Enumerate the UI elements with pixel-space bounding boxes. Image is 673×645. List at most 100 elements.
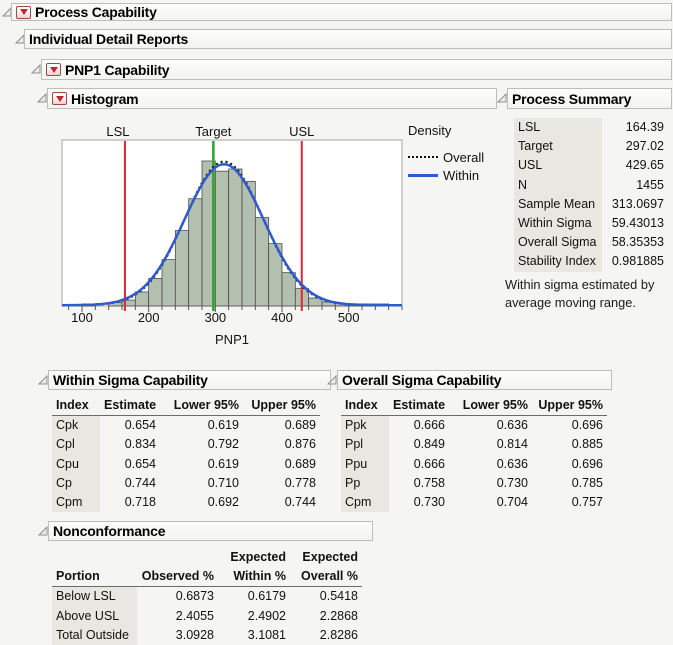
table-cell: 59.43013 [611,215,664,230]
histogram-bar [134,291,150,307]
legend-item-overall: Overall [408,148,484,166]
table-row: Sample Mean 313.0697 [514,194,668,214]
table-row: Index Estimate Lower 95% Upper 95% [341,396,607,417]
table-row: Pp 0.758 0.730 0.785 [341,473,607,493]
outline-header-process-capability[interactable]: Process Capability [11,3,672,21]
outline-header-histogram[interactable]: Histogram [47,88,497,109]
outline-header-individual-detail-reports[interactable]: Individual Detail Reports [24,29,672,49]
table-cell: Expected [230,550,286,564]
red-triangle-menu-icon[interactable] [52,92,67,105]
outline-header-within-sigma-capability[interactable]: Within Sigma Capability [48,370,331,390]
table-cell: 2.2868 [319,608,358,623]
table-cell: Cpl [52,435,100,455]
table-cell: 0.666 [413,456,445,471]
outline-header-overall-sigma-capability[interactable]: Overall Sigma Capability [337,370,612,390]
table-cell: Estimate [104,398,157,412]
disclosure-triangle[interactable] [37,93,47,103]
outline-header-process-summary[interactable]: Process Summary [507,88,672,109]
table-cell: 0.876 [284,437,316,452]
outline-title: Histogram [71,90,139,107]
histogram-bar [308,297,323,307]
red-triangle-menu-icon[interactable] [16,5,31,19]
disclosure-triangle[interactable] [38,526,48,536]
table-cell: 0.689 [284,456,316,471]
table-cell: Estimate [393,398,446,412]
table-cell: 0.718 [124,494,156,509]
histogram-bar [361,303,376,307]
table-cell: 0.849 [413,437,445,452]
histogram-bar [268,243,283,307]
within-sigma-capability-table: Index Estimate Lower 95% Upper 95% Cpk 0.654 0… [52,396,320,513]
table-cell: LSL [514,118,602,138]
outline-title: Process Summary [512,90,632,107]
table-cell: Observed % [141,569,214,584]
table-cell: Cp [52,473,100,493]
legend-label: Overall [443,149,485,165]
table-row: Ppu 0.666 0.636 0.696 [341,454,607,474]
table-cell: Stability Index [514,252,602,272]
table-row: Cp 0.744 0.710 0.778 [52,473,320,493]
table-cell: Cpu [52,454,100,474]
table-cell: 2.8286 [319,627,358,642]
table-cell: Sample Mean [514,194,602,214]
table-cell: 313.0697 [611,196,664,211]
table-cell: 0.758 [413,475,445,490]
histogram-bar [348,303,363,307]
nonconformance-table: Expected Expected Portion Observed % Within … [52,548,362,645]
tick-label: 300 [204,310,226,325]
table-cell: Within Sigma [514,213,602,234]
table-cell: Overall Sigma [514,233,602,253]
table-row: LSL 164.39 [514,118,668,138]
process-summary-table: LSL 164.39 Target 297.02 USL 429.65 N 1455 Sampl… [514,118,668,272]
table-cell: 0.757 [571,494,603,509]
tick-label: 200 [138,310,160,325]
histogram-bar [188,198,203,307]
table-cell: 429.65 [625,158,664,173]
outline-header-nonconformance[interactable]: Nonconformance [48,521,373,541]
outline-header-pnp1-capability[interactable]: PNP1 Capability [41,59,672,80]
table-cell: Index [345,398,378,412]
table-cell: Pp [341,473,389,493]
table-cell: 0.730 [496,475,528,490]
histogram-bar [201,160,216,307]
table-cell: Lower 95% [173,398,239,412]
table-cell: 0.792 [207,437,239,452]
disclosure-triangle[interactable] [38,375,48,385]
table-row: Within Sigma 59.43013 [514,213,668,234]
disclosure-triangle[interactable] [497,93,507,103]
table-cell: Cpk [52,416,100,436]
disclosure-triangle[interactable] [31,64,41,74]
table-cell: 0.654 [124,456,156,471]
table-cell: Within % [233,569,286,584]
outline-title: PNP1 Capability [65,61,170,78]
table-row: Below LSL 0.6873 0.6179 0.5418 [52,587,362,607]
table-cell: Upper 95% [538,398,603,412]
table-row: Expected Expected [52,548,362,567]
table-row: Cpm 0.730 0.704 0.757 [341,492,607,513]
table-cell: 0.744 [284,494,316,509]
table-cell: 0.696 [571,456,603,471]
table-cell: 0.696 [571,418,603,433]
red-triangle-menu-icon[interactable] [46,63,61,76]
table-row: Cpm 0.718 0.692 0.744 [52,492,320,513]
histogram-bar [228,168,243,307]
table-cell: 0.6179 [247,589,286,604]
table-row: Ppk 0.666 0.636 0.696 [341,416,607,436]
tick-label: 400 [271,310,293,325]
table-cell: Ppk [341,416,389,436]
table-cell: 0.5418 [319,589,358,604]
x-axis-label: PNP1 [215,332,249,347]
table-cell: 2.4902 [247,608,286,623]
table-cell: USL [514,156,602,176]
table-cell: 0.778 [284,475,316,490]
table-cell: Portion [56,569,100,584]
table-cell: Above USL [52,606,137,626]
legend-label: Within [443,167,480,183]
usl-label: USL [289,124,314,139]
table-cell: Ppu [341,454,389,474]
overall-dotted-line-icon [408,156,438,158]
table-cell: 3.0928 [175,627,214,642]
histogram-bar [294,288,310,307]
table-cell: 164.39 [625,120,664,134]
table-cell: 297.02 [625,139,664,154]
